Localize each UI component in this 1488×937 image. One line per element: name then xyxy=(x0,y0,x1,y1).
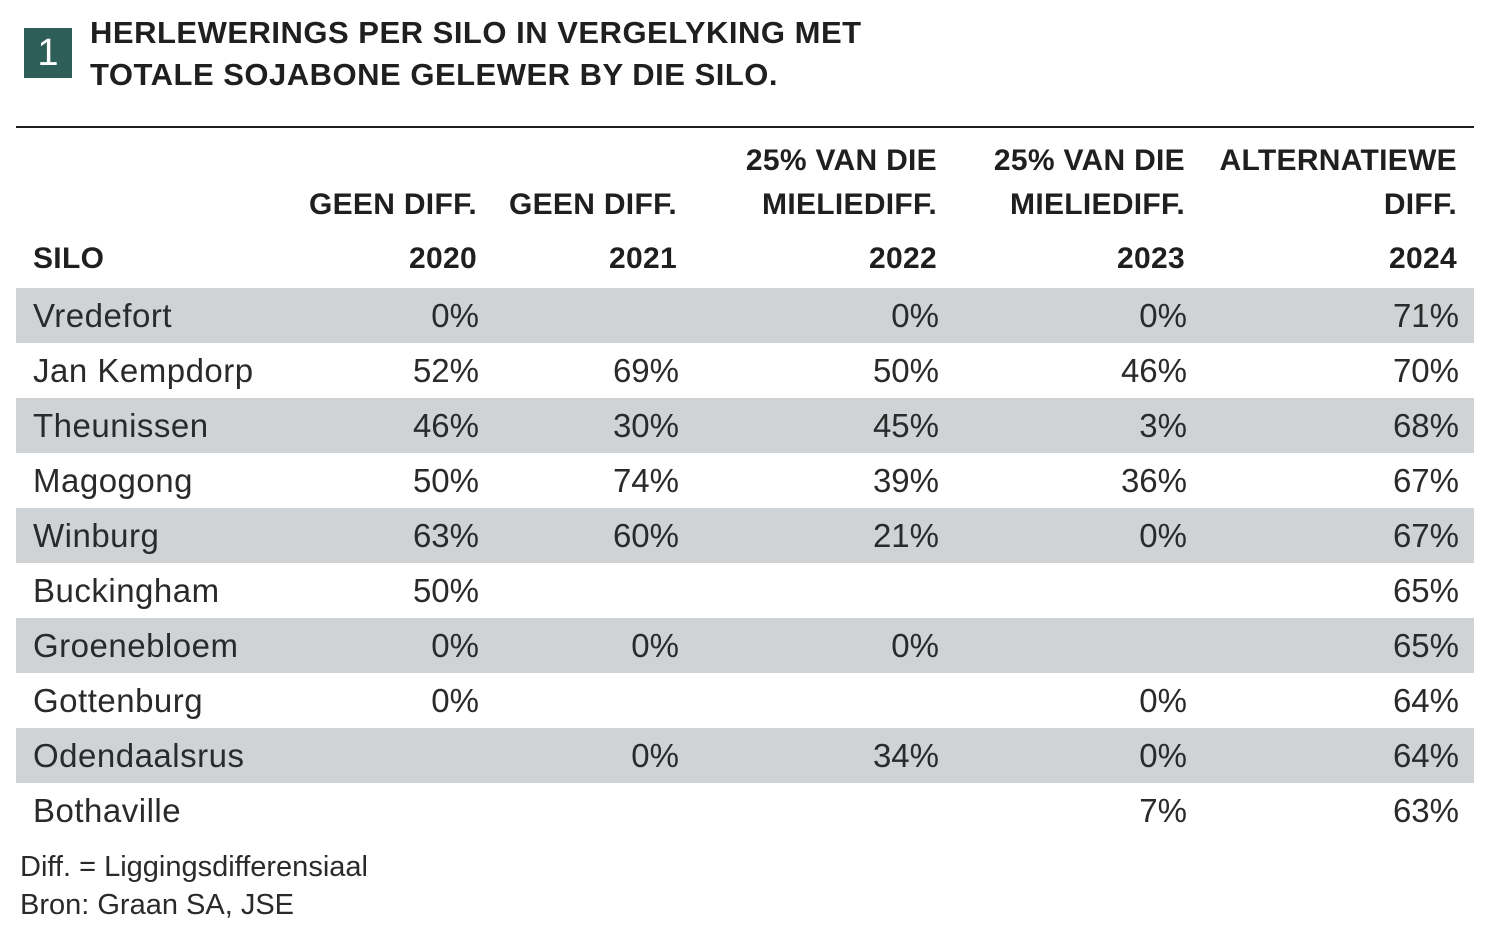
table-title: HERLEWERINGS PER SILO IN VERGELYKING MET… xyxy=(90,12,862,96)
cell-2021: 60% xyxy=(612,517,679,554)
cell-2022: 21% xyxy=(872,517,939,554)
header-2021-label: GEEN DIFF. xyxy=(508,188,677,221)
header-2023-year: 2023 xyxy=(1117,242,1185,275)
header-2021-year: 2021 xyxy=(609,242,677,275)
table-title-line2: TOTALE SOJABONE GELEWER BY DIE SILO. xyxy=(90,57,779,92)
table-row: Gottenburg 0% 0% 64% xyxy=(16,673,1474,728)
cell-2022: 50% xyxy=(872,352,939,389)
cell-2023: 36% xyxy=(1120,462,1187,499)
footnote-definition: Diff. = Liggingsdifferensiaal xyxy=(20,851,368,883)
cell-2020: 50% xyxy=(412,462,479,499)
figure-number-badge: 1 xyxy=(24,28,72,78)
cell-2020: 63% xyxy=(412,517,479,554)
cell-2021: 30% xyxy=(612,407,679,444)
header-2024-year: 2024 xyxy=(1389,242,1457,275)
header-rule xyxy=(16,126,1474,128)
cell-2024: 68% xyxy=(1392,407,1459,444)
table-row: Magogong 50% 74% 39% 36% 67% xyxy=(16,453,1474,508)
cell-silo: Groenebloem xyxy=(33,627,239,664)
table-row: Winburg 63% 60% 21% 0% 67% xyxy=(16,508,1474,563)
cell-silo: Gottenburg xyxy=(33,682,204,719)
cell-silo: Jan Kempdorp xyxy=(33,352,254,389)
table-row: Bothaville 7% 63% xyxy=(16,783,1474,838)
header-2023-label-line2: MIELIEDIFF. xyxy=(1010,188,1185,221)
cell-2021: 69% xyxy=(612,352,679,389)
table-title-line1: HERLEWERINGS PER SILO IN VERGELYKING MET xyxy=(90,15,862,50)
cell-2023: 0% xyxy=(1139,297,1187,334)
table-row: Groenebloem 0% 0% 0% 65% xyxy=(16,618,1474,673)
cell-2022: 34% xyxy=(872,737,939,774)
cell-2023: 7% xyxy=(1139,792,1187,829)
cell-2021: 0% xyxy=(631,737,679,774)
cell-silo: Buckingham xyxy=(33,572,220,609)
cell-2020: 0% xyxy=(431,682,479,719)
cell-2024: 70% xyxy=(1392,352,1459,389)
cell-silo: Theunissen xyxy=(33,407,209,444)
cell-2020: 0% xyxy=(431,297,479,334)
cell-2023: 0% xyxy=(1139,682,1187,719)
table-row: Odendaalsrus 0% 34% 0% 64% xyxy=(16,728,1474,783)
header-silo: SILO xyxy=(33,242,105,275)
cell-silo: Magogong xyxy=(33,462,193,499)
footnote-source: Bron: Graan SA, JSE xyxy=(20,889,295,921)
cell-silo: Winburg xyxy=(33,517,160,554)
header-2022-label-line2: MIELIEDIFF. xyxy=(762,188,937,221)
cell-2021: 0% xyxy=(631,627,679,664)
cell-silo: Bothaville xyxy=(33,792,182,829)
header-2024-label-line1: ALTERNATIEWE xyxy=(1219,144,1457,177)
cell-2022: 45% xyxy=(872,407,939,444)
cell-2022: 0% xyxy=(891,297,939,334)
cell-2023: 0% xyxy=(1139,517,1187,554)
cell-2024: 65% xyxy=(1392,572,1459,609)
cell-2024: 64% xyxy=(1392,737,1459,774)
cell-2023: 46% xyxy=(1120,352,1187,389)
cell-2024: 64% xyxy=(1392,682,1459,719)
cell-2023: 3% xyxy=(1139,407,1187,444)
header-2022-year: 2022 xyxy=(869,242,937,275)
cell-2023: 0% xyxy=(1139,737,1187,774)
table-row: Vredefort 0% 0% 0% 71% xyxy=(16,288,1474,343)
cell-silo: Odendaalsrus xyxy=(33,737,245,774)
cell-silo: Vredefort xyxy=(33,297,173,334)
cell-2024: 71% xyxy=(1392,297,1459,334)
cell-2024: 67% xyxy=(1392,517,1459,554)
table-row: Jan Kempdorp 52% 69% 50% 46% 70% xyxy=(16,343,1474,398)
cell-2021: 74% xyxy=(612,462,679,499)
header-2022-label-line1: 25% VAN DIE xyxy=(745,144,937,177)
cell-2022: 39% xyxy=(872,462,939,499)
cell-2022: 0% xyxy=(891,627,939,664)
table-row: Buckingham 50% 65% xyxy=(16,563,1474,618)
cell-2020: 50% xyxy=(412,572,479,609)
cell-2020: 0% xyxy=(431,627,479,664)
header-2020-label: GEEN DIFF. xyxy=(308,188,477,221)
cell-2024: 63% xyxy=(1392,792,1459,829)
cell-2024: 65% xyxy=(1392,627,1459,664)
header-2023-label-line1: 25% VAN DIE xyxy=(993,144,1185,177)
cell-2024: 67% xyxy=(1392,462,1459,499)
header-2024-label-line2: DIFF. xyxy=(1383,188,1457,221)
cell-2020: 52% xyxy=(412,352,479,389)
cell-2020: 46% xyxy=(412,407,479,444)
header-2020-year: 2020 xyxy=(409,242,477,275)
table-row: Theunissen 46% 30% 45% 3% 68% xyxy=(16,398,1474,453)
